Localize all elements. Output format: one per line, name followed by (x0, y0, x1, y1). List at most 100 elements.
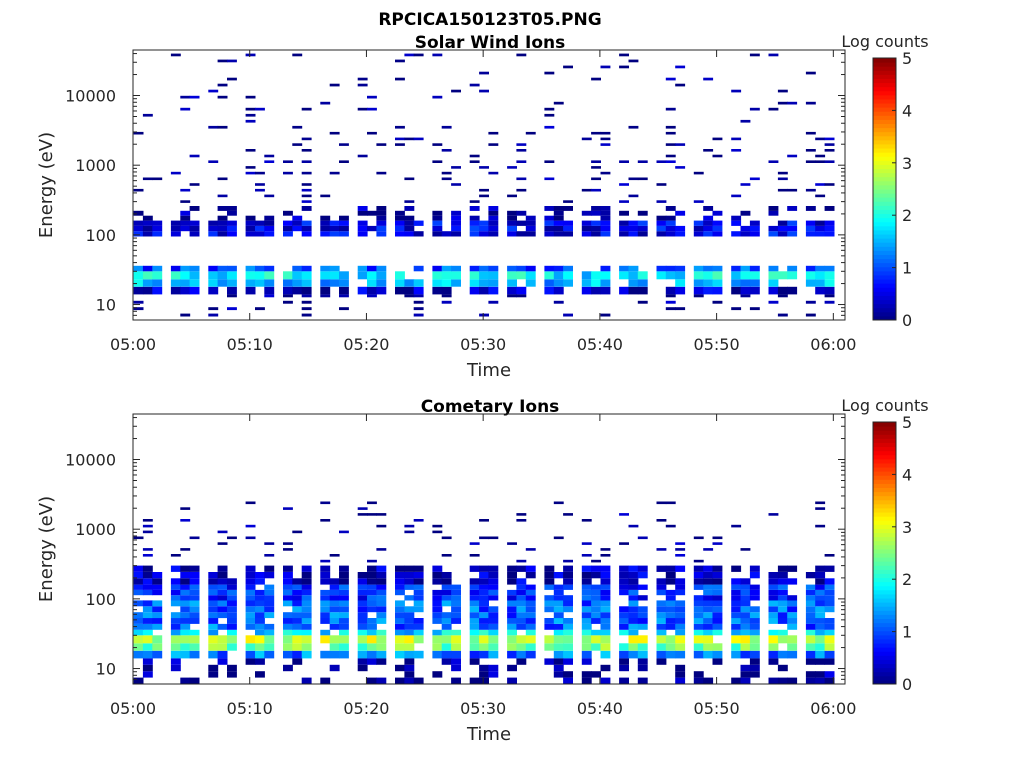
heatmap-cell (245, 584, 256, 590)
heatmap-cell (339, 600, 349, 607)
heatmap-cell (441, 629, 452, 636)
heatmap-cell (749, 623, 760, 630)
heatmap-cell (787, 154, 798, 158)
heatmap-cell (376, 606, 387, 613)
heatmap-cell (152, 589, 163, 596)
heatmap-cell (357, 606, 368, 613)
heatmap-cell (432, 265, 443, 272)
x-tick-label: 05:50 (694, 699, 740, 718)
heatmap-cell (581, 643, 592, 651)
heatmap-cell (703, 286, 714, 295)
colorbar-segment (873, 454, 896, 460)
heatmap-cell (712, 600, 723, 607)
colorbar-segment (873, 450, 896, 456)
heatmap-cell (656, 183, 667, 186)
heatmap-cell (815, 137, 826, 141)
heatmap-cell (376, 286, 387, 295)
heatmap-cell (301, 623, 312, 630)
heatmap-cell (133, 307, 144, 311)
heatmap-cell (703, 584, 714, 590)
heatmap-cell (619, 210, 629, 216)
heatmap-cell (600, 635, 611, 644)
heatmap-cell (395, 584, 405, 590)
heatmap-cell (507, 220, 517, 226)
heatmap-cell (815, 589, 826, 596)
heatmap-cell (488, 279, 499, 287)
heatmap-cell (656, 200, 667, 203)
heatmap-cell (413, 606, 424, 613)
heatmap-cell (152, 618, 163, 624)
heatmap-cell (628, 220, 639, 226)
heatmap-cell (581, 635, 592, 644)
heatmap-cell (227, 629, 237, 636)
heatmap-cell (469, 265, 480, 272)
heatmap-cell (217, 83, 228, 87)
heatmap-cell (404, 177, 415, 181)
heatmap-cell (180, 220, 191, 226)
heatmap-cell (563, 565, 573, 572)
heatmap-cell (805, 595, 816, 601)
heatmap-cell (301, 194, 312, 198)
heatmap-cell (488, 671, 499, 678)
heatmap-cell (217, 650, 228, 659)
heatmap-cell (619, 286, 629, 295)
heatmap-cell (180, 650, 191, 659)
heatmap-cell (507, 265, 517, 272)
heatmap-cell (189, 183, 200, 186)
heatmap-cell (264, 623, 275, 630)
heatmap-cell (544, 643, 555, 651)
y-tick-label: 10000 (65, 451, 116, 470)
heatmap-cell (507, 650, 517, 659)
heatmap-cell (731, 137, 742, 141)
heatmap-cell (479, 565, 489, 572)
colorbar-segment (873, 553, 896, 558)
heatmap-cell (553, 612, 564, 619)
heatmap-cell (525, 629, 536, 636)
heatmap-cell (563, 231, 573, 237)
heatmap-cell (591, 166, 601, 169)
heatmap-cell (600, 584, 611, 590)
heatmap-cell (395, 143, 405, 146)
heatmap-cell (152, 279, 163, 287)
heatmap-cell (404, 225, 415, 232)
heatmap-cell (395, 220, 405, 226)
heatmap-cell (507, 595, 517, 601)
heatmap-cell (768, 635, 779, 644)
heatmap-cell (703, 600, 714, 607)
heatmap-cell (665, 589, 676, 596)
heatmap-cell (245, 119, 256, 123)
heatmap-cell (544, 177, 555, 181)
heatmap-cell (628, 650, 639, 659)
heatmap-cell (255, 618, 265, 624)
colorbar-segment (873, 217, 896, 223)
heatmap-cell (824, 595, 835, 601)
heatmap-cell (208, 664, 219, 672)
colorbar-segment (873, 172, 896, 178)
heatmap-cell (628, 629, 639, 636)
heatmap-cell (413, 265, 424, 272)
heatmap-cell (581, 279, 592, 287)
heatmap-cell (507, 589, 517, 596)
heatmap-cell (824, 300, 835, 304)
heatmap-cell (395, 77, 405, 81)
heatmap-cell (703, 77, 714, 81)
heatmap-cell (255, 183, 265, 186)
heatmap-cell (217, 595, 228, 601)
colorbar-segment (873, 197, 896, 202)
heatmap-cell (665, 294, 676, 298)
heatmap-cell (255, 231, 265, 237)
axis-ticks: 05:00 05:10 05:20 05:30 05:40 05:50 06:0010100… (65, 414, 856, 718)
heatmap-cell (376, 143, 387, 146)
heatmap-cell (357, 643, 368, 651)
colorbar-segment (873, 479, 896, 484)
heatmap-cell (292, 612, 303, 619)
heatmap-cell (665, 131, 676, 135)
heatmap-cell (824, 623, 835, 630)
heatmap-cell (516, 231, 527, 237)
heatmap-cell (432, 612, 443, 619)
heatmap-cell (619, 584, 629, 590)
heatmap-cell (376, 215, 387, 221)
heatmap-cell (777, 177, 788, 181)
heatmap-cell (227, 600, 237, 607)
